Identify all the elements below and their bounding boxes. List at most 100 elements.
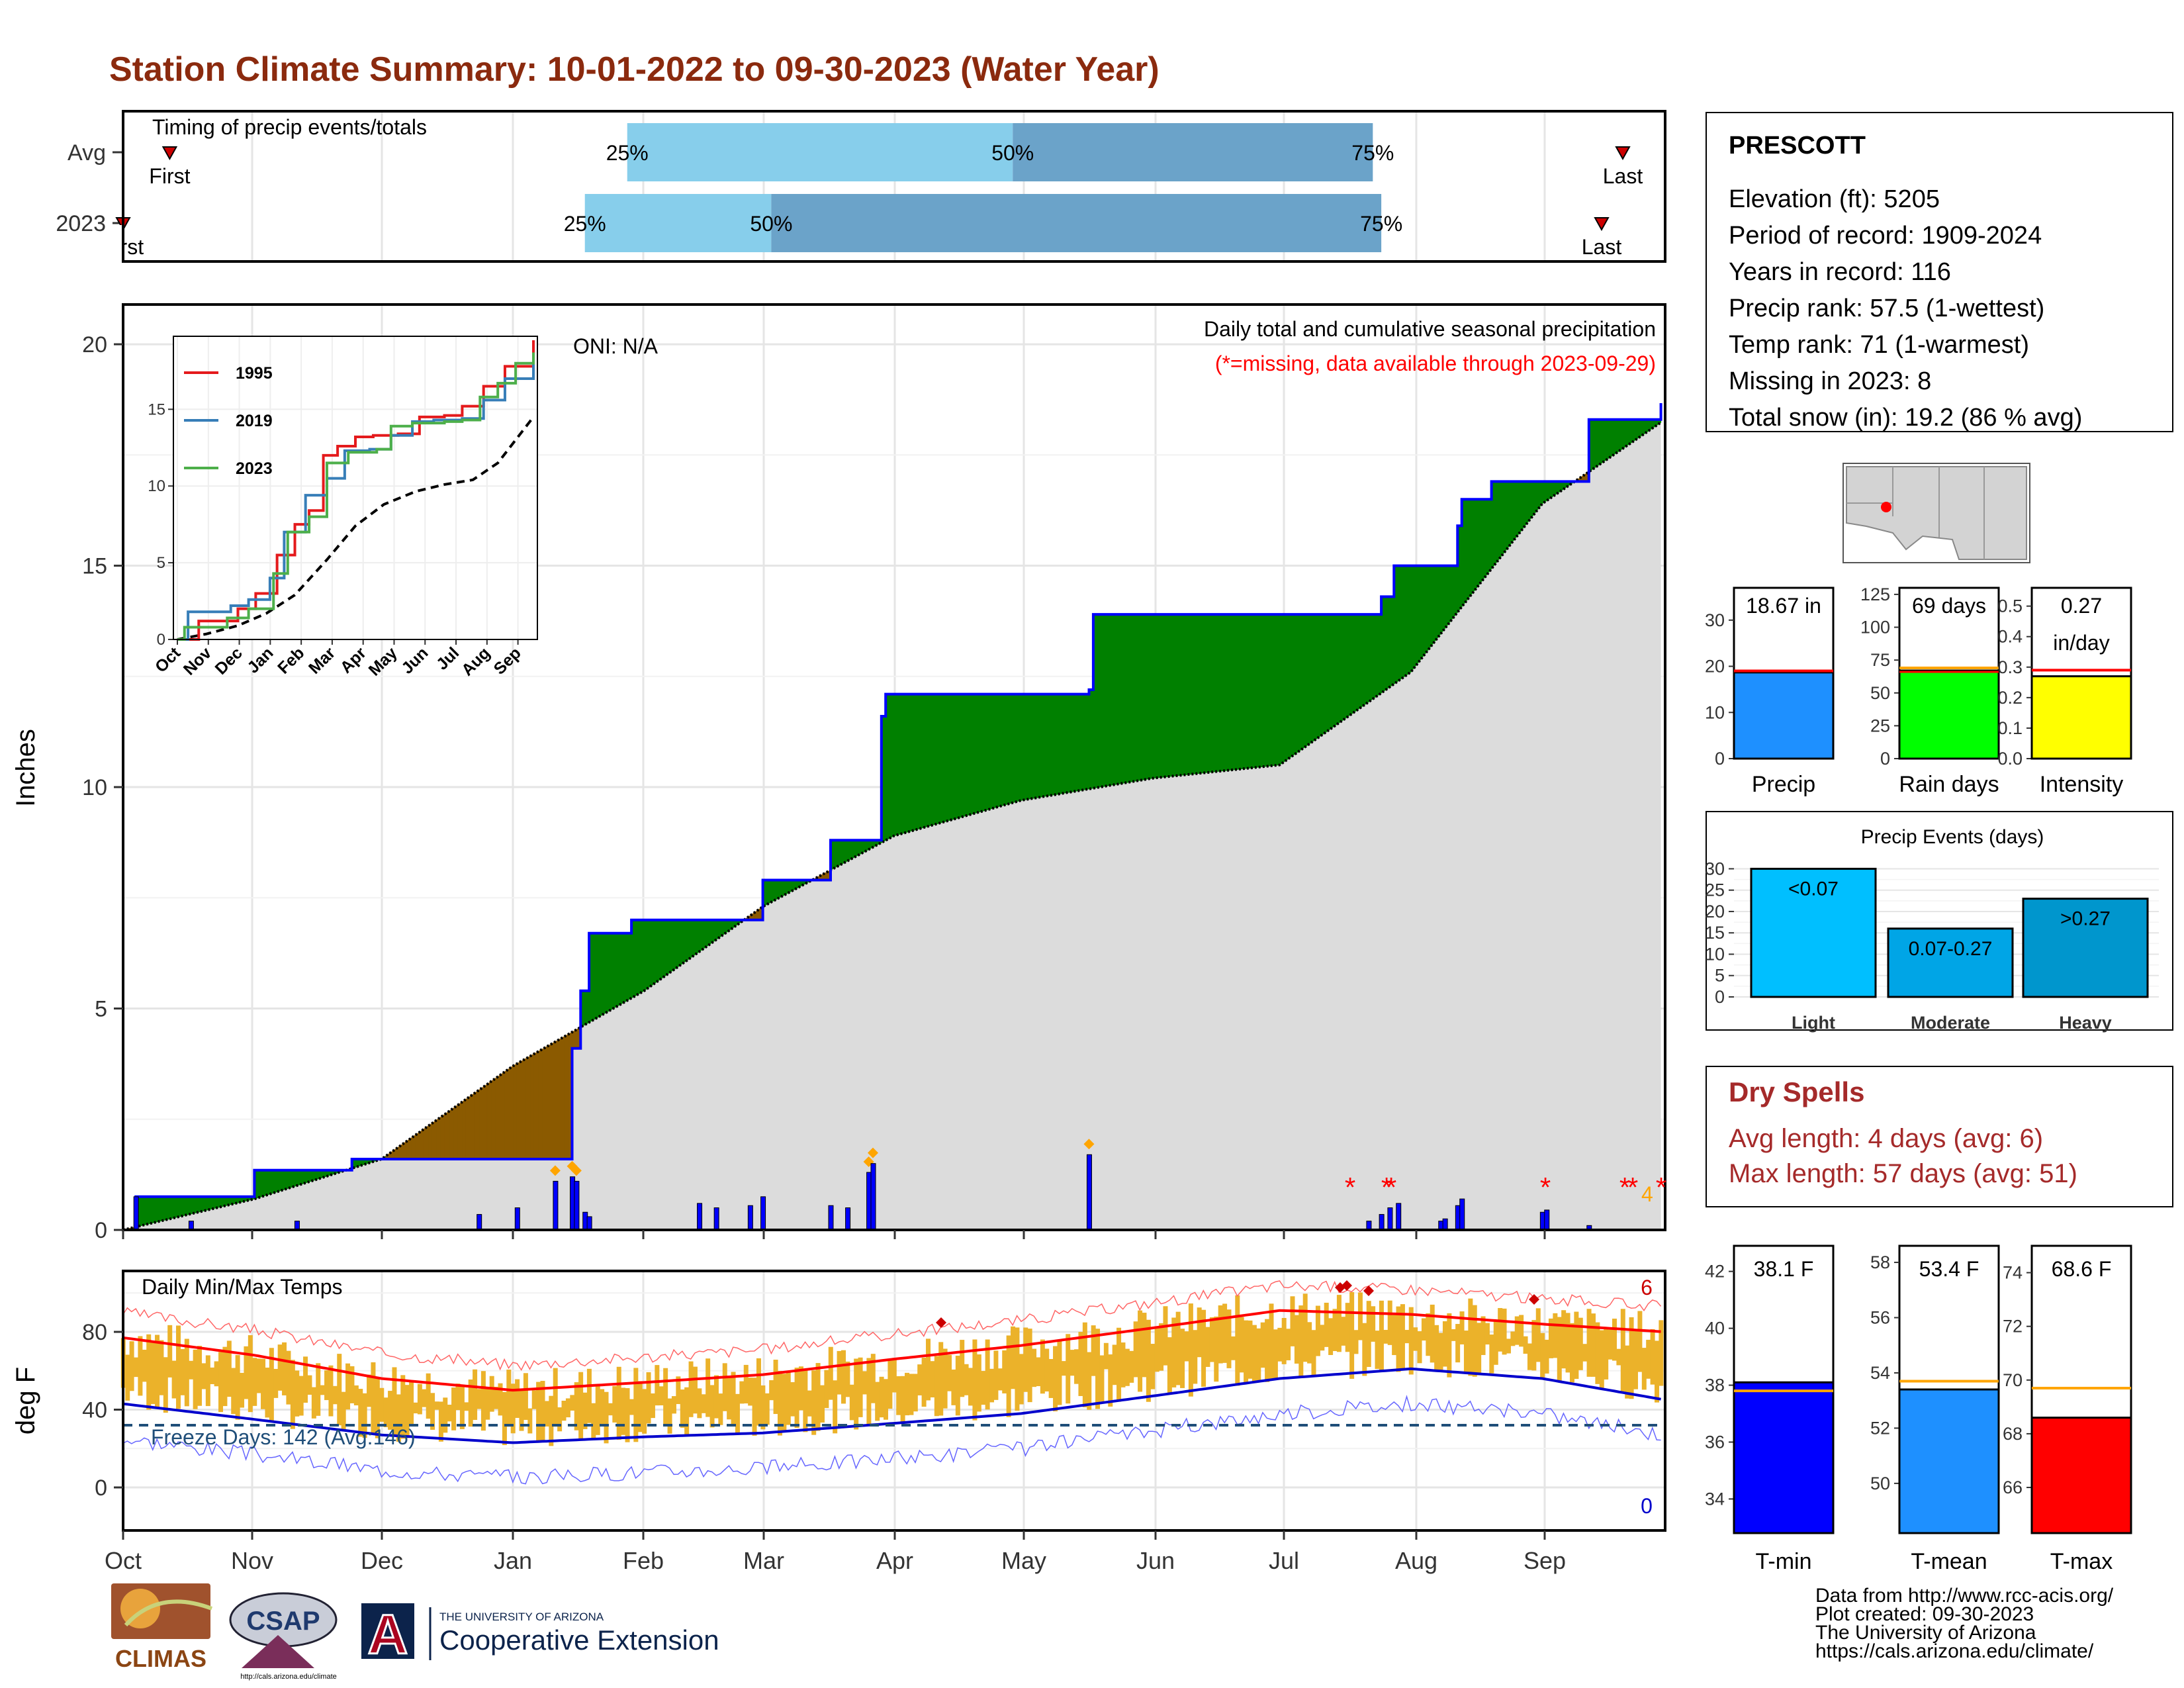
daily-temp-bar: [371, 1362, 376, 1434]
events-bar: [1750, 867, 1877, 998]
departure-fill: [152, 1196, 158, 1224]
ua-block-a-bg: [361, 1603, 414, 1659]
csap-logo: CSAP http://cals.arizona.edu/climate: [229, 1592, 338, 1681]
departure-fill: [275, 1170, 281, 1193]
departure-fill: [1486, 498, 1492, 575]
departure-fill: [508, 1065, 514, 1160]
departure-fill: [1215, 614, 1221, 773]
daily-temp-bar: [1019, 1354, 1024, 1405]
daily-temp-bar: [1641, 1348, 1647, 1390]
daily-temp-bar: [189, 1360, 194, 1380]
daily-temp-bar: [1171, 1317, 1177, 1387]
events-bar: [1887, 927, 2014, 998]
climas-swoosh-icon: [124, 1599, 213, 1627]
daily-temp-bar: [1159, 1323, 1164, 1371]
departure-fill: [1088, 689, 1094, 790]
daily-temp-bar: [1574, 1311, 1579, 1380]
events-ytick-label: 30: [1705, 859, 1725, 878]
daily-temp-bar: [540, 1381, 545, 1441]
departure-fill: [1292, 614, 1297, 757]
departure-fill: [601, 933, 607, 1016]
missing-data-marker: *: [1345, 1172, 1355, 1203]
missing-note: (*=missing, data available through 2023-…: [1215, 352, 1656, 375]
daily-temp-bar: [586, 1368, 592, 1423]
daily-temp-bar: [879, 1376, 884, 1418]
events-ytick-label: 15: [1705, 923, 1725, 943]
departure-fill: [1435, 565, 1441, 641]
departure-fill: [1038, 694, 1043, 798]
departure-fill: [1059, 694, 1064, 794]
events-ytick-label: 0: [1715, 987, 1725, 1007]
departure-fill: [195, 1196, 200, 1213]
departure-fill: [1525, 481, 1530, 527]
departure-fill: [593, 933, 598, 1021]
daily-temp-bar: [1357, 1292, 1363, 1340]
daily-temp-bar: [443, 1397, 448, 1433]
events-title: Precip Events (days): [1861, 826, 2044, 848]
departure-fill: [465, 1095, 471, 1160]
departure-fill: [923, 694, 929, 828]
daily-temp-bar: [909, 1374, 914, 1415]
daily-temp-bar: [947, 1354, 952, 1391]
daily-temp-bar: [887, 1360, 893, 1409]
last-event-marker: [1615, 146, 1631, 161]
departure-fill: [1080, 694, 1085, 791]
station-info-frame: [1706, 112, 2173, 432]
events-ytick-label: 10: [1705, 944, 1725, 964]
daily-temp-bar: [718, 1393, 723, 1425]
departure-fill: [1622, 419, 1627, 449]
departure-fill: [606, 933, 611, 1013]
missing-count: 4: [1641, 1182, 1653, 1206]
daily-temp-bar: [1209, 1317, 1214, 1362]
departure-fill: [664, 919, 670, 977]
daily-temp-bar: [392, 1367, 397, 1436]
departure-fill: [1304, 614, 1310, 748]
daily-temp-bar: [1604, 1329, 1609, 1380]
departure-fill: [169, 1196, 175, 1220]
departure-fill: [919, 694, 925, 829]
daily-temp-bar: [1362, 1323, 1367, 1376]
departure-fill: [1516, 481, 1522, 538]
temp-summary-ytick-label: 40: [1705, 1319, 1725, 1338]
departure-fill: [1541, 481, 1547, 504]
dry-spells-max: Max length: 57 days (avg: 51): [1729, 1159, 2077, 1188]
daily-temp-bar: [1277, 1327, 1283, 1362]
daily-temp-bar: [739, 1381, 745, 1404]
record-low-count: 0: [1641, 1494, 1653, 1518]
departure-fill: [766, 880, 772, 906]
month-label: Mar: [743, 1547, 784, 1574]
precip-ytick-label: 5: [95, 997, 107, 1022]
departure-fill: [423, 1125, 429, 1160]
summary-ytick-label: 50: [1870, 683, 1890, 703]
daily-temp-bar: [616, 1366, 621, 1440]
daily-temp-bar: [1375, 1331, 1380, 1369]
departure-fill: [1177, 614, 1183, 776]
departure-fill: [839, 839, 844, 867]
daily-temp-bar: [854, 1358, 859, 1430]
departure-fill: [482, 1083, 488, 1160]
daily-temp-bar: [688, 1361, 694, 1417]
temp-summary-value-label: 53.4 F: [1919, 1257, 1979, 1281]
departure-fill: [1012, 694, 1018, 804]
departure-fill: [1313, 614, 1318, 742]
daily-temp-bar: [997, 1368, 1003, 1391]
departure-fill: [635, 919, 641, 996]
daily-temp-bar: [705, 1358, 711, 1417]
daily-temp-bar: [375, 1378, 380, 1438]
departure-fill: [627, 933, 632, 1002]
month-label: Aug: [1395, 1547, 1437, 1574]
departure-fill: [1618, 419, 1623, 452]
daily-temp-bar: [921, 1357, 927, 1407]
daily-temp-bar: [1248, 1320, 1253, 1379]
departure-fill: [551, 1041, 556, 1160]
daily-temp-bar: [1087, 1352, 1092, 1410]
departure-fill: [775, 880, 780, 901]
freeze-days-label: Freeze Days: 142 (Avg:146): [151, 1425, 416, 1449]
daily-temp-bar: [455, 1383, 461, 1411]
departure-fill: [271, 1170, 276, 1194]
daily-temp-bar: [1498, 1308, 1503, 1352]
departure-fill: [1114, 614, 1119, 785]
daily-temp-bar: [709, 1385, 715, 1428]
first-event-marker: [161, 146, 178, 161]
